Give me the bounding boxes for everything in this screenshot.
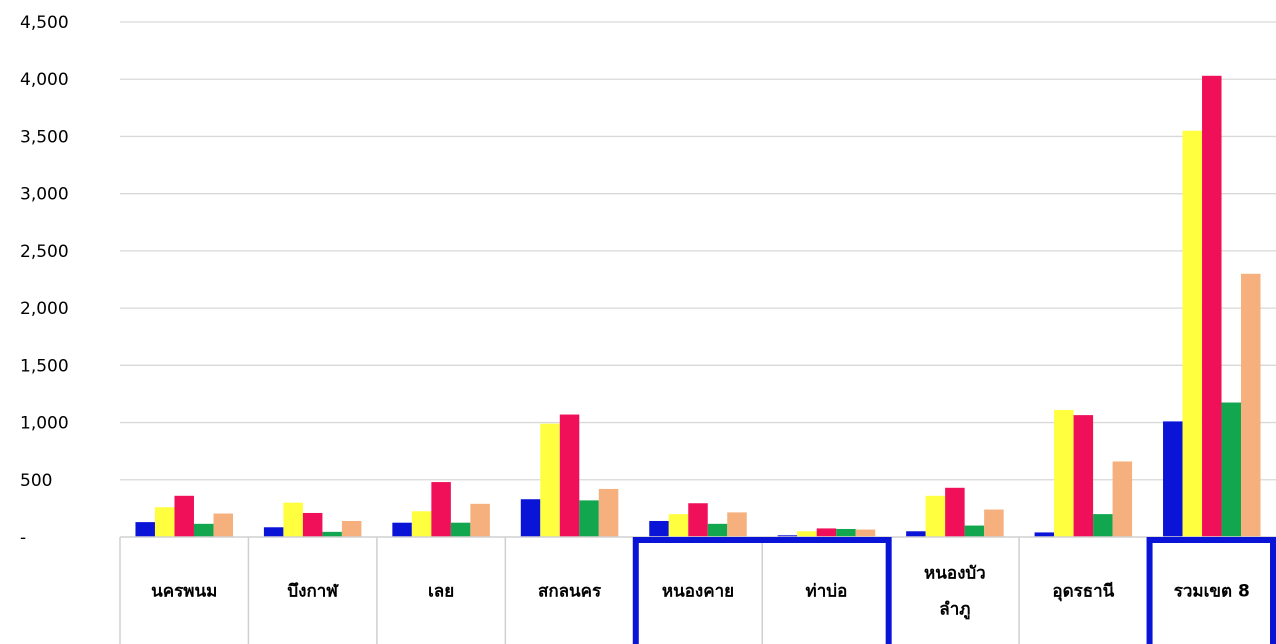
bar bbox=[579, 500, 599, 537]
y-tick-label: 3,000 bbox=[20, 185, 69, 205]
bar bbox=[1163, 421, 1183, 537]
y-tick-label: 1,500 bbox=[20, 356, 69, 376]
bar bbox=[302, 512, 323, 537]
bar bbox=[1093, 514, 1113, 537]
bar bbox=[668, 514, 689, 537]
bar bbox=[1112, 461, 1133, 537]
bar bbox=[1202, 75, 1222, 538]
bar bbox=[540, 423, 560, 537]
y-tick-label: 2,500 bbox=[20, 242, 69, 262]
bar bbox=[263, 527, 284, 537]
category-table: นครพนม บึงกาฬ เลย สกลนคร หนองคาย ท่าบ่อ หนองบั… bbox=[119, 536, 1276, 644]
bar bbox=[598, 488, 619, 537]
bar bbox=[392, 522, 412, 537]
category-label: ลำภู bbox=[939, 600, 970, 621]
gridlines bbox=[120, 21, 1276, 481]
category-label: สกลนคร bbox=[538, 582, 602, 602]
bar bbox=[450, 522, 471, 537]
bar bbox=[964, 525, 985, 537]
y-tick-label: 4,500 bbox=[20, 13, 69, 33]
y-tick-label: 1,000 bbox=[20, 414, 69, 434]
bar bbox=[193, 523, 214, 537]
bar bbox=[283, 502, 303, 537]
category-label: บึงกาฬ bbox=[287, 582, 339, 602]
bar bbox=[213, 513, 233, 537]
y-tick-label: 3,500 bbox=[20, 127, 69, 147]
bar bbox=[727, 512, 747, 537]
bar bbox=[925, 495, 946, 537]
category-label: นครพนม bbox=[151, 582, 217, 602]
bar bbox=[1034, 532, 1055, 537]
category-label: รวมเขต 8 bbox=[1174, 582, 1250, 602]
bar bbox=[649, 520, 669, 537]
category-label: หนองคาย bbox=[662, 582, 734, 602]
bar bbox=[431, 482, 451, 537]
bar bbox=[906, 531, 926, 537]
y-tick-label: - bbox=[20, 528, 26, 548]
category-label: อุดรธานี bbox=[1052, 581, 1114, 602]
bar bbox=[341, 520, 362, 537]
bar bbox=[688, 503, 708, 537]
y-tick-label: 500 bbox=[20, 471, 52, 491]
bar bbox=[1241, 273, 1261, 537]
bar bbox=[1182, 130, 1203, 537]
bar bbox=[707, 523, 728, 537]
y-axis-tick-labels: - 500 1,000 1,500 2,000 2,500 3,000 3,500 4,000 4… bbox=[20, 13, 69, 548]
bar bbox=[816, 528, 837, 537]
bar bbox=[559, 414, 580, 537]
bar bbox=[411, 511, 432, 537]
bar bbox=[855, 529, 876, 537]
bar bbox=[470, 503, 490, 537]
category-label: หนองบัว bbox=[924, 564, 986, 584]
bar bbox=[520, 499, 541, 537]
highlight-box bbox=[1146, 537, 1276, 644]
y-tick-label: 2,000 bbox=[20, 299, 69, 319]
highlight-boxes bbox=[632, 537, 1276, 644]
bar bbox=[174, 495, 194, 537]
highlight-box bbox=[632, 537, 892, 644]
bar bbox=[1054, 409, 1074, 537]
bar bbox=[984, 509, 1004, 537]
bar bbox=[154, 507, 175, 537]
category-label: เลย bbox=[428, 582, 454, 602]
bar bbox=[1073, 415, 1094, 537]
bar bbox=[1221, 402, 1242, 537]
bar bbox=[797, 531, 817, 537]
bar bbox=[322, 531, 342, 537]
category-label: ท่าบ่อ bbox=[806, 582, 848, 602]
bars bbox=[135, 75, 1261, 538]
bar bbox=[777, 535, 798, 537]
bar bbox=[945, 487, 965, 537]
bar bbox=[836, 528, 856, 537]
bar bbox=[135, 522, 155, 537]
y-tick-label: 4,000 bbox=[20, 70, 69, 90]
